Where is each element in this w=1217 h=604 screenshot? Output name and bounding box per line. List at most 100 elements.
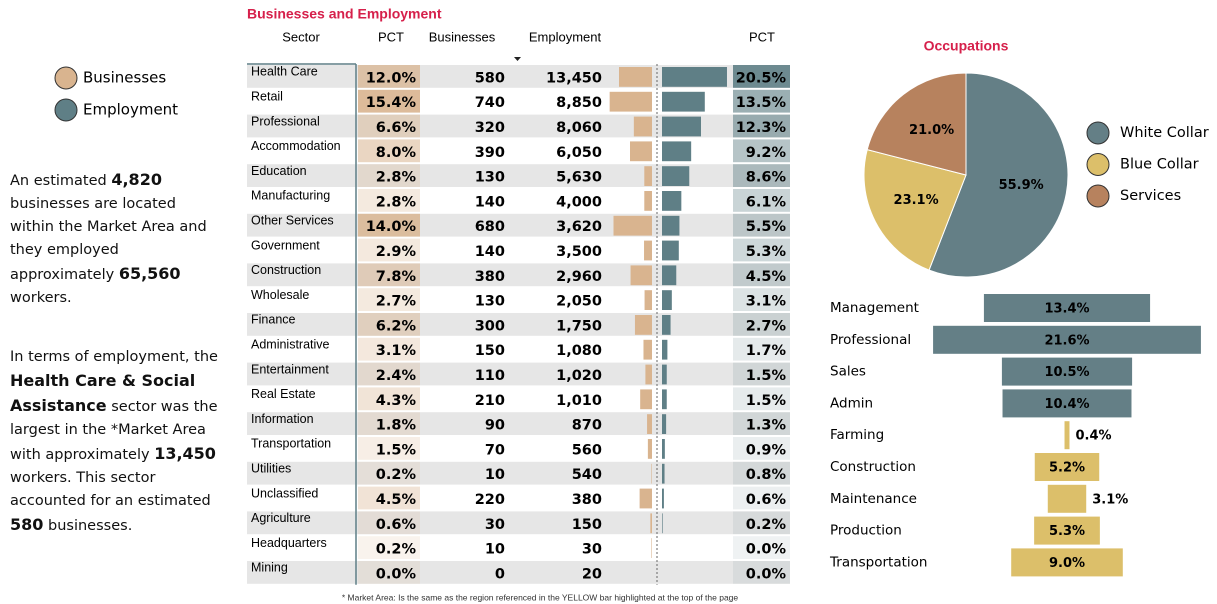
pct-cell [358, 412, 420, 435]
bar [983, 294, 1151, 322]
pct-cell [358, 89, 420, 113]
employment-value: 3,620 [556, 219, 602, 235]
row-background [247, 189, 790, 212]
pct-cell [733, 238, 790, 262]
business-value: 140 [475, 244, 505, 260]
pct-cell [358, 337, 420, 361]
business-bar [645, 364, 652, 385]
business-bar [630, 265, 652, 286]
summary-text: workers. This sector accounted for an es… [10, 470, 211, 509]
sector-label: Information [251, 412, 314, 426]
pct-value: 12.0% [366, 70, 417, 86]
pct-cell [733, 89, 790, 113]
sector-label: Finance [251, 313, 296, 327]
category-label: Admin [830, 395, 873, 411]
employment-value: 6,050 [556, 145, 602, 161]
slice-label: 21.0% [909, 123, 954, 138]
slice-label: 23.1% [894, 193, 939, 208]
business-bar [647, 439, 652, 459]
pct-cell [358, 65, 420, 88]
employment-bar [662, 414, 667, 434]
value-label: 13.4% [1044, 302, 1089, 317]
employment-value: 1,010 [556, 393, 602, 409]
pct-value: 8.6% [746, 170, 787, 186]
sector-label: Government [251, 238, 320, 252]
business-bar [633, 116, 652, 137]
row-background [247, 362, 790, 386]
pct-value: 0.2% [746, 517, 787, 533]
business-bar [650, 513, 652, 534]
column-header: Employment [529, 29, 602, 44]
pct-cell [733, 65, 790, 88]
row-background [247, 114, 790, 138]
pct-value: 1.5% [746, 393, 787, 409]
employment-value: 3,500 [556, 244, 602, 260]
chart-title: Occupations [924, 38, 1009, 54]
pct-value: 6.2% [376, 318, 417, 334]
employment-bar [662, 513, 663, 534]
pie-slice [866, 72, 967, 176]
legend-label: Blue Collar [1120, 157, 1199, 173]
pct-value: 5.3% [746, 244, 787, 260]
pct-value: 1.3% [746, 418, 787, 434]
row-background [247, 561, 790, 584]
value-label: 9.0% [1049, 556, 1085, 571]
summary-text: businesses are located within the Market… [10, 196, 207, 283]
legend-label: White Collar [1120, 125, 1209, 141]
row-background [247, 536, 790, 559]
employment-bar [662, 240, 679, 261]
business-value: 680 [475, 219, 505, 235]
business-bar [651, 538, 652, 558]
employment-value: 20 [582, 566, 602, 582]
column-header: PCT [378, 29, 404, 44]
legend-swatch [1086, 184, 1110, 208]
pct-cell [733, 114, 790, 138]
business-bar [613, 215, 652, 236]
value-label: 5.3% [1049, 524, 1085, 539]
employment-value: 150 [572, 517, 602, 533]
row-background [247, 461, 790, 485]
row-background [247, 313, 790, 336]
pct-value: 3.1% [746, 294, 787, 310]
pct-cell [358, 139, 420, 163]
category-label: Maintenance [830, 491, 917, 507]
category-label: Production [830, 523, 902, 539]
business-bar [651, 463, 652, 484]
column-header: Sector [282, 29, 320, 44]
pct-cell [733, 337, 790, 361]
pie-slice [863, 149, 967, 271]
pct-cell [733, 362, 790, 386]
sector-label: Real Estate [251, 387, 316, 401]
pct-cell [358, 461, 420, 485]
bar [1047, 484, 1087, 513]
column-header: Businesses [429, 29, 496, 44]
employment-value: 870 [572, 418, 602, 434]
pct-value: 2.9% [376, 244, 417, 260]
pct-cell [733, 263, 790, 287]
pct-value: 8.0% [376, 145, 417, 161]
value-label: 5.2% [1049, 461, 1085, 476]
business-value: 210 [475, 393, 505, 409]
pct-cell [358, 511, 420, 535]
pct-cell [358, 164, 420, 187]
employment-bar [662, 488, 664, 509]
value-label: 3.1% [1092, 492, 1128, 507]
business-bar [619, 67, 652, 87]
sector-label: Education [251, 164, 307, 178]
pct-value: 1.8% [376, 418, 417, 434]
pct-value: 6.6% [376, 120, 417, 136]
business-value: 380 [475, 269, 505, 285]
table-title: Businesses and Employment [247, 6, 442, 22]
pct-value: 0.6% [376, 517, 417, 533]
employment-value: 5,630 [556, 170, 602, 186]
employment-value: 8,850 [556, 95, 602, 111]
value-label: 10.4% [1044, 397, 1089, 412]
row-background [247, 238, 790, 262]
sector-label: Retail [251, 89, 283, 103]
pct-value: 0.8% [746, 467, 787, 483]
summary-text: 580 [10, 515, 44, 534]
row-background [247, 387, 790, 411]
business-bar [609, 91, 652, 112]
pct-cell [358, 536, 420, 559]
pct-value: 5.5% [746, 219, 787, 235]
